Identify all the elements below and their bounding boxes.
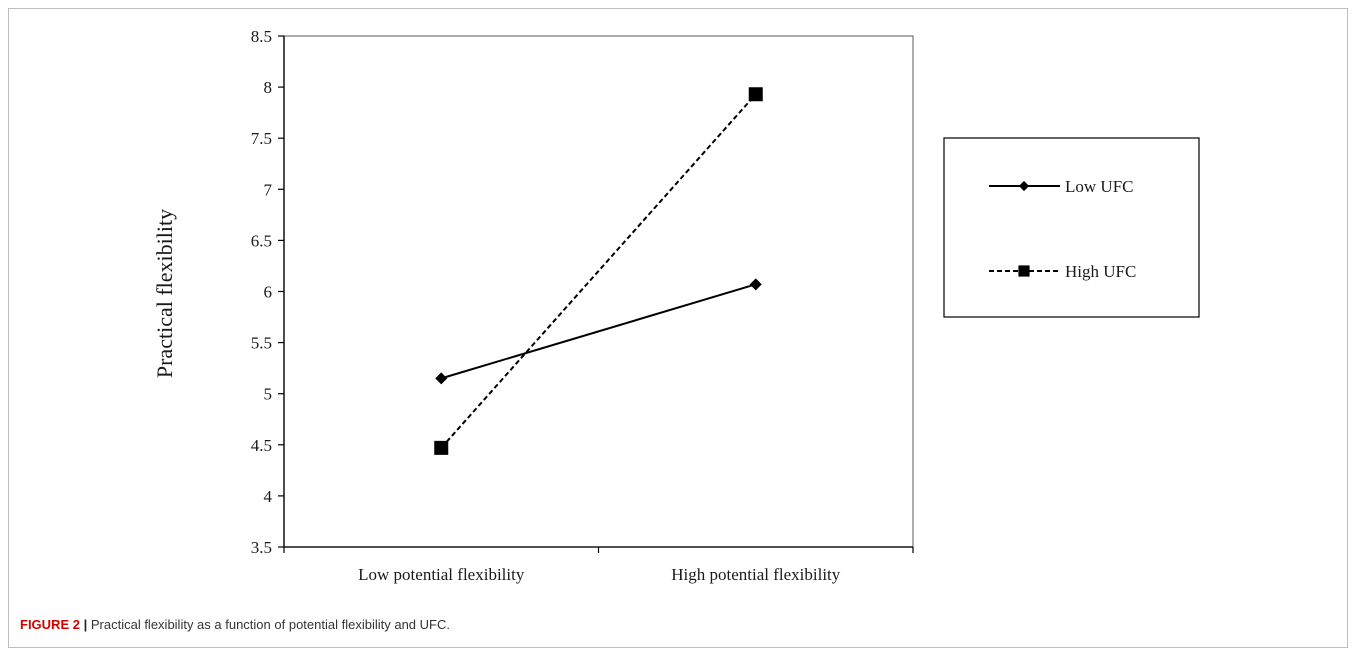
caption-separator: | <box>83 617 88 632</box>
y-tick-label: 3.5 <box>251 538 272 557</box>
figure-frame <box>8 8 1348 648</box>
data-point-square <box>434 440 449 455</box>
y-tick-label: 5 <box>264 385 273 404</box>
series-high-ufc <box>434 87 763 455</box>
data-point-square <box>748 87 763 102</box>
series-line <box>440 283 757 380</box>
axes <box>283 35 914 548</box>
x-tick-label: High potential flexibility <box>671 565 841 584</box>
y-tick-label: 5.5 <box>251 334 272 353</box>
y-tick-label: 7.5 <box>251 129 272 148</box>
y-tick-label: 6 <box>264 283 273 302</box>
caption-text: Practical flexibility as a function of p… <box>90 617 450 632</box>
legend: Low UFC High UFC <box>943 137 1200 318</box>
y-tick-label: 6.5 <box>251 231 272 250</box>
y-tick-label: 4 <box>264 487 273 506</box>
y-axis-title: Practical flexibility <box>152 209 177 378</box>
y-tick-label: 7 <box>264 180 273 199</box>
legend-marker-diamond <box>1018 180 1030 192</box>
x-axis-ticks: Low potential flexibility High potential … <box>283 547 914 584</box>
plot-area-border <box>283 35 914 548</box>
y-axis-ticks: 3.5 4 4.5 5 5.5 6 6.5 7 7.5 8 8.5 <box>251 27 284 557</box>
legend-label: Low UFC <box>1065 177 1133 196</box>
legend-marker-square <box>1018 265 1030 277</box>
x-tick-label: Low potential flexibility <box>358 565 525 584</box>
data-point-diamond <box>749 278 762 291</box>
series-layer <box>434 87 763 455</box>
y-tick-label: 8.5 <box>251 27 272 46</box>
figure-caption: FIGURE 2 | Practical flexibility as a fu… <box>20 617 450 632</box>
legend-box <box>943 137 1200 318</box>
series-low-ufc <box>435 278 762 385</box>
legend-label: High UFC <box>1065 262 1136 281</box>
series-line <box>440 93 757 449</box>
data-point-diamond <box>435 372 448 385</box>
y-tick-label: 4.5 <box>251 436 272 455</box>
caption-label: FIGURE 2 <box>20 617 80 632</box>
y-tick-label: 8 <box>264 78 273 97</box>
